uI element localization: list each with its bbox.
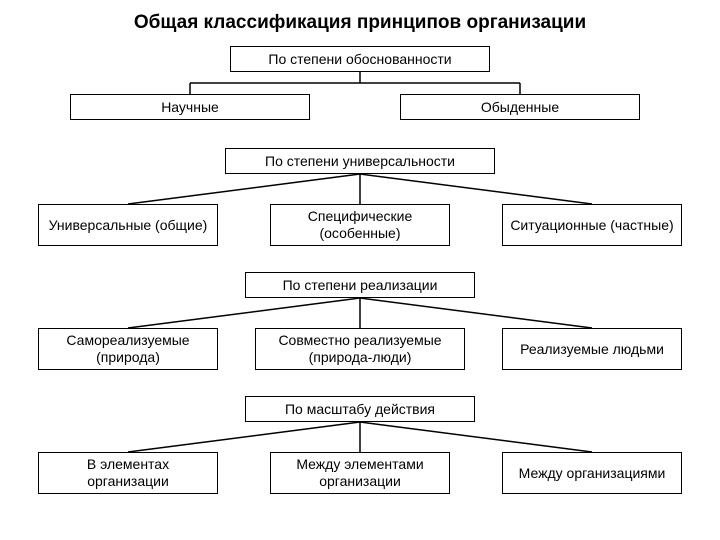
group-3-child-2: Между организациями — [502, 452, 682, 494]
group-1-child-1: Специфические (особенные) — [270, 204, 450, 246]
group-header-3: По масштабу действия — [245, 396, 475, 422]
group-3-child-0: В элементах организации — [38, 452, 218, 494]
group-header-0: По степени обоснованности — [230, 46, 490, 72]
group-1-child-0: Универсальные (общие) — [38, 204, 218, 246]
group-0-child-1: Обыденные — [400, 94, 640, 120]
group-1-child-2: Ситуационные (частные) — [502, 204, 682, 246]
group-0-child-0: Научные — [70, 94, 310, 120]
group-header-1: По степени универсальности — [225, 148, 495, 174]
group-2-child-1: Совместно реализуемые (природа-люди) — [255, 328, 465, 370]
diagram-title: Общая классификация принципов организаци… — [0, 0, 720, 42]
group-3-child-1: Между элементами организации — [270, 452, 450, 494]
group-header-2: По степени реализации — [245, 272, 475, 298]
group-2-child-0: Самореализуемые (природа) — [38, 328, 218, 370]
group-2-child-2: Реализуемые людьми — [502, 328, 682, 370]
